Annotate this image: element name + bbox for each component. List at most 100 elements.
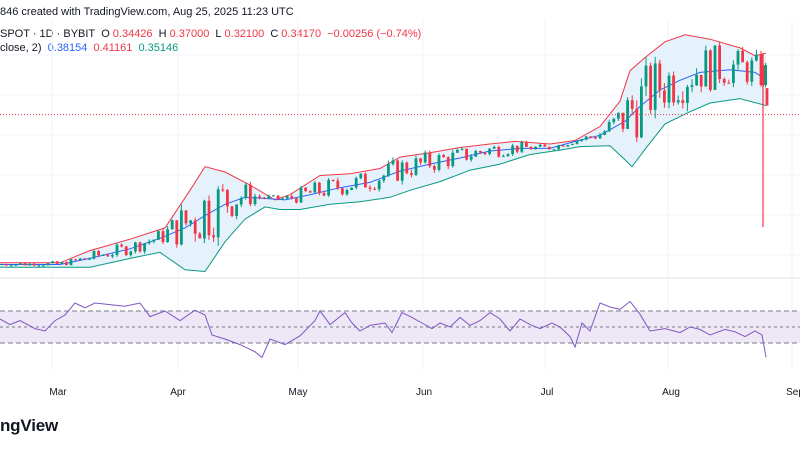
bb-lower-value: 0.35146 [138, 42, 179, 54]
candle-body [405, 162, 409, 174]
candle-body [14, 264, 18, 266]
candle-body [658, 63, 662, 91]
candle-body [690, 85, 694, 87]
bb-fill [0, 34, 766, 272]
candle-body [483, 152, 487, 154]
candle-body [580, 139, 583, 141]
candle-body [741, 50, 744, 63]
symbol-label[interactable]: SPOT · 1D · BYBIT [0, 28, 96, 40]
candle-body [718, 45, 721, 79]
candle-body [175, 220, 179, 245]
candle-body [69, 259, 73, 266]
candle-body [699, 74, 703, 87]
candle-body [354, 178, 358, 188]
candle-body [9, 265, 13, 267]
high-value: 0.37000 [169, 28, 210, 40]
candle-body [492, 146, 496, 149]
candle-body [51, 261, 54, 264]
ohlc-legend: SPOT · 1D · BYBIT O 0.34426 H 0.37000 L 0.3… [0, 28, 424, 40]
candle-body [331, 179, 335, 181]
candle-body [617, 112, 620, 119]
candle-body [161, 231, 165, 243]
candle-body [124, 246, 128, 256]
candle-body [336, 180, 340, 189]
candle-body [451, 152, 455, 167]
candle-body [479, 151, 482, 153]
x-axis-label: Sep [786, 387, 800, 398]
candle-body [649, 65, 652, 110]
candle-body [672, 75, 675, 103]
candle-body [603, 131, 606, 135]
candle-body [143, 243, 146, 252]
candle-body [709, 50, 712, 90]
candlesticks [0, 41, 769, 267]
candle-body [166, 229, 169, 243]
candle-body [621, 112, 625, 129]
candle-body [157, 231, 160, 240]
candle-body [230, 206, 234, 216]
oscillator-pane [0, 300, 800, 359]
candle-body [456, 149, 459, 153]
candle-body [203, 200, 206, 239]
x-axis-label: Aug [662, 387, 680, 398]
candle-body [359, 173, 363, 179]
candle-body [433, 166, 436, 170]
candle-body [327, 179, 330, 196]
candle-body [308, 191, 312, 193]
candle-body [244, 184, 248, 199]
candle-body [575, 140, 579, 144]
x-axis-label: May [289, 387, 308, 398]
candle-body [152, 239, 156, 242]
candle-body [713, 45, 717, 90]
candle-body [134, 242, 137, 252]
candle-body [704, 50, 708, 87]
candle-body [469, 156, 473, 160]
candle-body [276, 195, 280, 200]
bb-label[interactable]: close, 2) [0, 42, 42, 54]
candle-body [736, 50, 740, 65]
candle-body [249, 184, 252, 205]
candle-body [465, 148, 468, 160]
candle-body [571, 143, 574, 145]
candle-body [681, 100, 685, 104]
candle-body [193, 220, 197, 234]
bb-upper-value: 0.41161 [93, 42, 133, 54]
candle-body [520, 142, 524, 152]
last-candle-body [765, 88, 769, 106]
candle-body [42, 265, 45, 267]
candle-body [207, 200, 211, 236]
candle-body [566, 144, 570, 147]
candle-body [755, 54, 758, 61]
candle-body [552, 149, 556, 151]
candle-body [722, 78, 726, 83]
candle-body [37, 265, 41, 267]
candle-body [695, 74, 698, 86]
candle-body [727, 82, 731, 84]
candle-body [65, 262, 68, 266]
high-label: H [158, 28, 167, 40]
candle-body [446, 157, 450, 167]
candle-body [322, 193, 326, 196]
candle-body [557, 145, 560, 150]
spike-candle-body [761, 65, 765, 86]
low-value: 0.32100 [224, 28, 265, 40]
candle-body [373, 188, 376, 190]
candle-body [216, 189, 220, 238]
low-label: L [215, 28, 222, 40]
candle-body [589, 136, 593, 138]
candle-body [318, 182, 321, 194]
bb-basis-value: 0.38154 [47, 42, 88, 54]
candle-body [253, 196, 257, 205]
candle-body [612, 118, 616, 123]
candle-body [460, 148, 464, 150]
candle-body [676, 100, 680, 103]
candle-body [732, 64, 735, 83]
open-value: 0.34426 [112, 28, 153, 40]
x-axis-label: Apr [170, 387, 186, 398]
candle-body [529, 146, 533, 150]
candle-body [74, 259, 77, 261]
candle-body [97, 250, 100, 256]
candle-body [548, 146, 551, 150]
x-axis-label: Mar [49, 387, 67, 398]
